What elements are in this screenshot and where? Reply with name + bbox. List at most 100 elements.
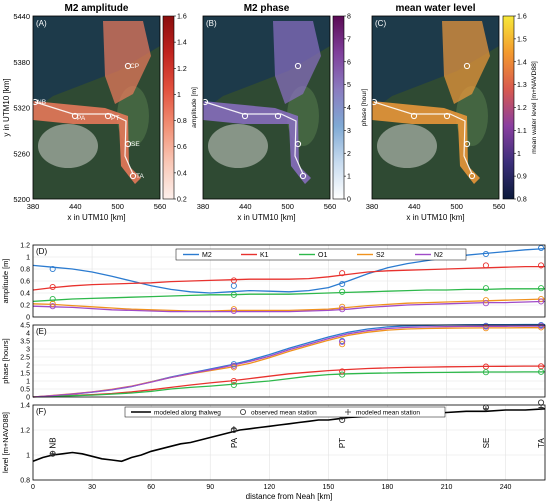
map-panel-1: M2 amplitude NB PA PT SE TA CP (A) 380 440 500 560 x… [2,3,198,222]
station-marker [71,112,79,120]
colorbar-tick: 3 [347,128,351,135]
station-marker [124,140,132,148]
colorbar-tick: 1.6 [177,14,187,21]
line-panels: 0 0.2 0.4 0.6 0.8 1 1.2 M2 K1 O1 S2 N2 (D) amplitude … [1,243,546,501]
panel-letter: (D) [36,247,47,256]
x-tick: 150 [323,484,335,491]
map-x-tick: 440 [408,202,421,211]
northern-field [273,21,321,104]
map-y-label: y in UTM10 [km] [2,78,11,136]
map-x-label: x in UTM10 [km] [406,213,464,222]
y-tick: 0 [26,315,30,322]
station-label: TA [537,438,546,448]
colorbar-tick: 5 [347,82,351,89]
observed-marker [538,285,545,292]
legend-item: modeled mean station [356,410,420,417]
observed-marker [538,295,545,303]
observed-marker [339,371,346,378]
colorbar [332,15,345,200]
colorbar-tick: 4 [347,105,351,112]
y-tick: 0.6 [20,279,30,286]
station-marker [294,62,302,70]
northern-field [442,21,490,104]
map-y-tick: 5260 [13,149,30,158]
station-marker [274,112,282,120]
map-x-tick: 500 [111,202,124,211]
map-x-tick: 560 [493,202,506,211]
legend: modeled along thalweg observed mean stati… [124,406,446,418]
legend-box [175,248,467,261]
legend-item: S2 [376,252,385,259]
colorbar-tick: 2 [347,151,351,158]
map-frame [202,15,331,200]
legend-item: O1 [318,252,327,259]
colorbar-tick: 0.8 [177,118,187,125]
observed-marker [482,285,489,292]
map-x-tick: 380 [366,202,379,211]
modeled-mean-marker [483,406,489,412]
x-tick: 120 [263,484,275,491]
series-line-s2 [32,327,545,398]
y-tick: 0.5 [20,387,30,394]
legend-swatch-plus [345,409,351,415]
station-label: CP [130,63,139,70]
colorbar-tick: 0.4 [177,170,187,177]
x-tick: 240 [500,484,512,491]
modeled-mean-marker [231,426,237,432]
map-title: mean water level [395,3,475,14]
y-tick: 3.5 [20,339,30,346]
map-x-label: x in UTM10 [km] [237,213,295,222]
y-axis-label: phase [hours] [1,338,10,383]
y-tick: 3 [26,347,30,354]
colorbar-tick: 0.6 [177,144,187,151]
colorbar-tick: 1 [177,92,181,99]
station-label: PA [230,437,239,448]
x-tick: 60 [147,484,155,491]
map-frame [32,15,161,200]
observed-marker [482,325,489,332]
observed-marker [538,322,545,329]
colorbar-tick: 1.5 [517,36,527,43]
map-panel-2: M2 phase (B) 380 440 500 560 x in UTM10 [km] 0 1… [197,3,368,222]
observed-marker [49,265,56,273]
series-line-n2 [32,300,546,313]
colorbar-tick: 0.2 [177,197,187,204]
axes-frame [32,244,546,318]
map-title: M2 phase [244,3,290,14]
colorbar-tick: 0 [347,197,351,204]
map-x-tick: 440 [69,202,82,211]
y-tick: 4 [26,331,30,338]
modeled-mean-marker [538,404,544,411]
station-marker [463,62,471,70]
map-x-tick: 380 [197,202,210,211]
series-line-k1 [32,265,545,291]
observed-marker [339,280,346,288]
station-marker [31,98,39,106]
thalweg-line [373,101,473,175]
series-line-n2 [32,325,545,398]
series-line-o1 [32,371,545,398]
colorbar-tick: 1.1 [517,128,527,135]
y-tick: 1 [26,379,30,386]
colorbar-label: mean water level [m+NAVD88] [531,61,538,154]
station-label: PA [77,115,86,122]
colorbar-label: amplitude [m] [191,87,198,128]
observed-marker [339,270,346,277]
strait-field [203,101,311,184]
legend-item: modeled along thalweg [154,410,221,417]
line-panel-2: 00.511.522.533.544.5 (E) phase [hours] [1,321,546,402]
strait-field [372,101,480,184]
colorbar-tick: 0.8 [517,197,527,204]
observed-marker [230,282,237,289]
station-label: PT [338,438,347,448]
observed-marker [230,377,237,385]
modeled-mean-marker [50,451,56,457]
colorbar [162,15,175,200]
observed-marker [49,283,56,291]
observed-marker [538,262,545,269]
observed-marker [230,306,237,313]
observed-marker [339,303,346,310]
y-tick: 4.5 [20,323,30,330]
observed-marker [482,262,489,269]
